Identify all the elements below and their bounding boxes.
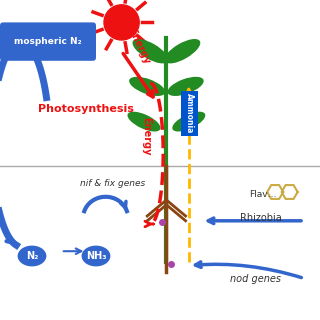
Text: Energy: Energy <box>141 117 151 156</box>
Text: nif & fix genes: nif & fix genes <box>80 179 145 188</box>
Ellipse shape <box>127 112 161 132</box>
FancyBboxPatch shape <box>0 22 96 61</box>
Text: mospheric N₂: mospheric N₂ <box>14 37 82 46</box>
Circle shape <box>104 5 139 40</box>
Text: N₂: N₂ <box>26 251 38 261</box>
Text: Rhizobia: Rhizobia <box>240 213 282 223</box>
Ellipse shape <box>164 39 200 63</box>
Text: Ammonia: Ammonia <box>185 93 194 134</box>
Ellipse shape <box>82 246 110 266</box>
Text: Photosynthesis: Photosynthesis <box>38 104 134 114</box>
Ellipse shape <box>129 77 165 96</box>
Ellipse shape <box>18 246 46 266</box>
Text: NH₃: NH₃ <box>86 251 106 261</box>
Text: nod genes: nod genes <box>230 274 281 284</box>
Text: Flav…: Flav… <box>250 190 277 199</box>
Ellipse shape <box>172 112 205 132</box>
Ellipse shape <box>132 39 168 63</box>
Ellipse shape <box>168 77 204 96</box>
FancyBboxPatch shape <box>181 91 198 136</box>
Text: Energy: Energy <box>126 27 152 66</box>
